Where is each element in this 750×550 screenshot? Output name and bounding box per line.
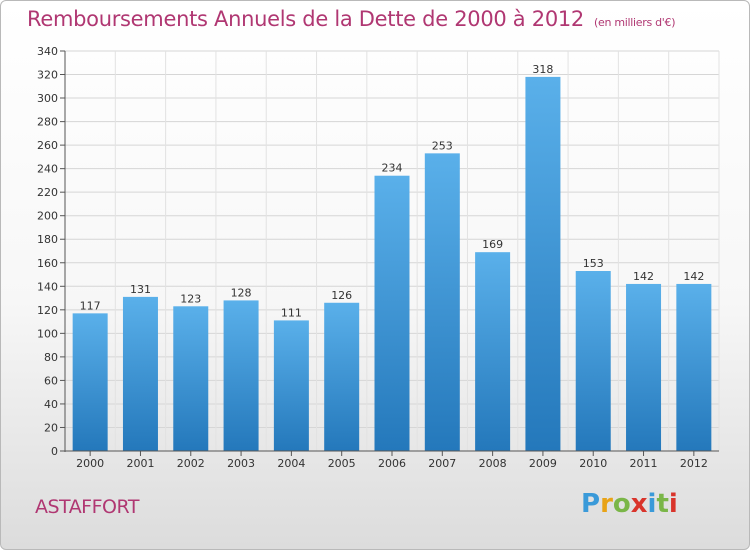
data-label: 111 xyxy=(281,306,302,319)
data-label: 142 xyxy=(633,270,654,283)
y-tick-label: 180 xyxy=(37,233,58,246)
bar xyxy=(626,283,662,451)
data-label: 153 xyxy=(583,257,604,270)
axes xyxy=(60,50,719,456)
data-label: 117 xyxy=(80,299,101,312)
y-tick-label: 40 xyxy=(44,398,58,411)
city-name: ASTAFFORT xyxy=(35,496,139,518)
y-tick-label: 0 xyxy=(51,445,58,458)
logo-letter: o xyxy=(612,489,631,519)
logo-letter: i xyxy=(647,489,657,519)
chart-title-text: Remboursements Annuels de la Dette de 20… xyxy=(27,7,584,31)
data-label: 234 xyxy=(382,162,403,175)
bar xyxy=(72,313,108,451)
bar xyxy=(475,252,511,451)
bar xyxy=(273,320,309,451)
y-tick-label: 20 xyxy=(44,421,58,434)
x-tick-label: 2005 xyxy=(328,457,356,470)
y-tick-label: 60 xyxy=(44,374,58,387)
logo-letter: r xyxy=(600,489,613,519)
data-label: 128 xyxy=(231,286,252,299)
y-tick-label: 100 xyxy=(37,327,58,340)
logo-letter: x xyxy=(630,489,648,519)
bar xyxy=(122,296,158,451)
data-label: 318 xyxy=(532,63,553,76)
data-label: 142 xyxy=(683,270,704,283)
y-tick-label: 300 xyxy=(37,92,58,105)
x-tick-label: 2006 xyxy=(378,457,406,470)
logo-letter: P xyxy=(581,489,601,519)
x-tick-label: 2007 xyxy=(428,457,456,470)
data-label: 253 xyxy=(432,139,453,152)
y-tick-label: 200 xyxy=(37,210,58,223)
bars xyxy=(72,76,712,452)
x-tick-label: 2008 xyxy=(479,457,507,470)
y-tick-label: 80 xyxy=(44,351,58,364)
bar xyxy=(324,302,360,451)
labels: 0 20 40 60 80 100 120 140 160 180 200 220 240 260 280 3… xyxy=(37,45,708,470)
y-tick-label: 280 xyxy=(37,116,58,129)
y-tick-label: 320 xyxy=(37,69,58,82)
logo-letter: i xyxy=(668,489,678,519)
unit-note: (en milliers d'€) xyxy=(594,16,676,29)
x-tick-label: 2004 xyxy=(277,457,305,470)
data-label: 169 xyxy=(482,238,503,251)
bar xyxy=(173,306,209,451)
bar xyxy=(575,271,611,451)
x-tick-label: 2012 xyxy=(680,457,708,470)
x-tick-label: 2011 xyxy=(630,457,658,470)
y-tick-label: 120 xyxy=(37,304,58,317)
data-label: 131 xyxy=(130,283,151,296)
chart-title: Remboursements Annuels de la Dette de 20… xyxy=(27,7,675,31)
y-tick-label: 340 xyxy=(37,45,58,58)
x-tick-label: 2010 xyxy=(579,457,607,470)
x-tick-label: 2009 xyxy=(529,457,557,470)
x-tick-label: 2003 xyxy=(227,457,255,470)
y-tick-label: 260 xyxy=(37,139,58,152)
x-tick-label: 2001 xyxy=(126,457,154,470)
bar xyxy=(223,300,259,451)
x-tick-label: 2000 xyxy=(76,457,104,470)
x-tick-label: 2002 xyxy=(177,457,205,470)
data-label: 123 xyxy=(180,292,201,305)
data-label: 126 xyxy=(331,289,352,302)
y-tick-label: 140 xyxy=(37,280,58,293)
bar xyxy=(676,283,712,451)
proxiti-logo: Proxiti xyxy=(581,489,678,519)
y-tick-label: 220 xyxy=(37,186,58,199)
bar xyxy=(424,153,460,451)
bar xyxy=(374,175,410,452)
y-tick-label: 240 xyxy=(37,163,58,176)
logo-letter: t xyxy=(656,489,669,519)
bar xyxy=(525,76,561,451)
y-tick-label: 160 xyxy=(37,257,58,270)
